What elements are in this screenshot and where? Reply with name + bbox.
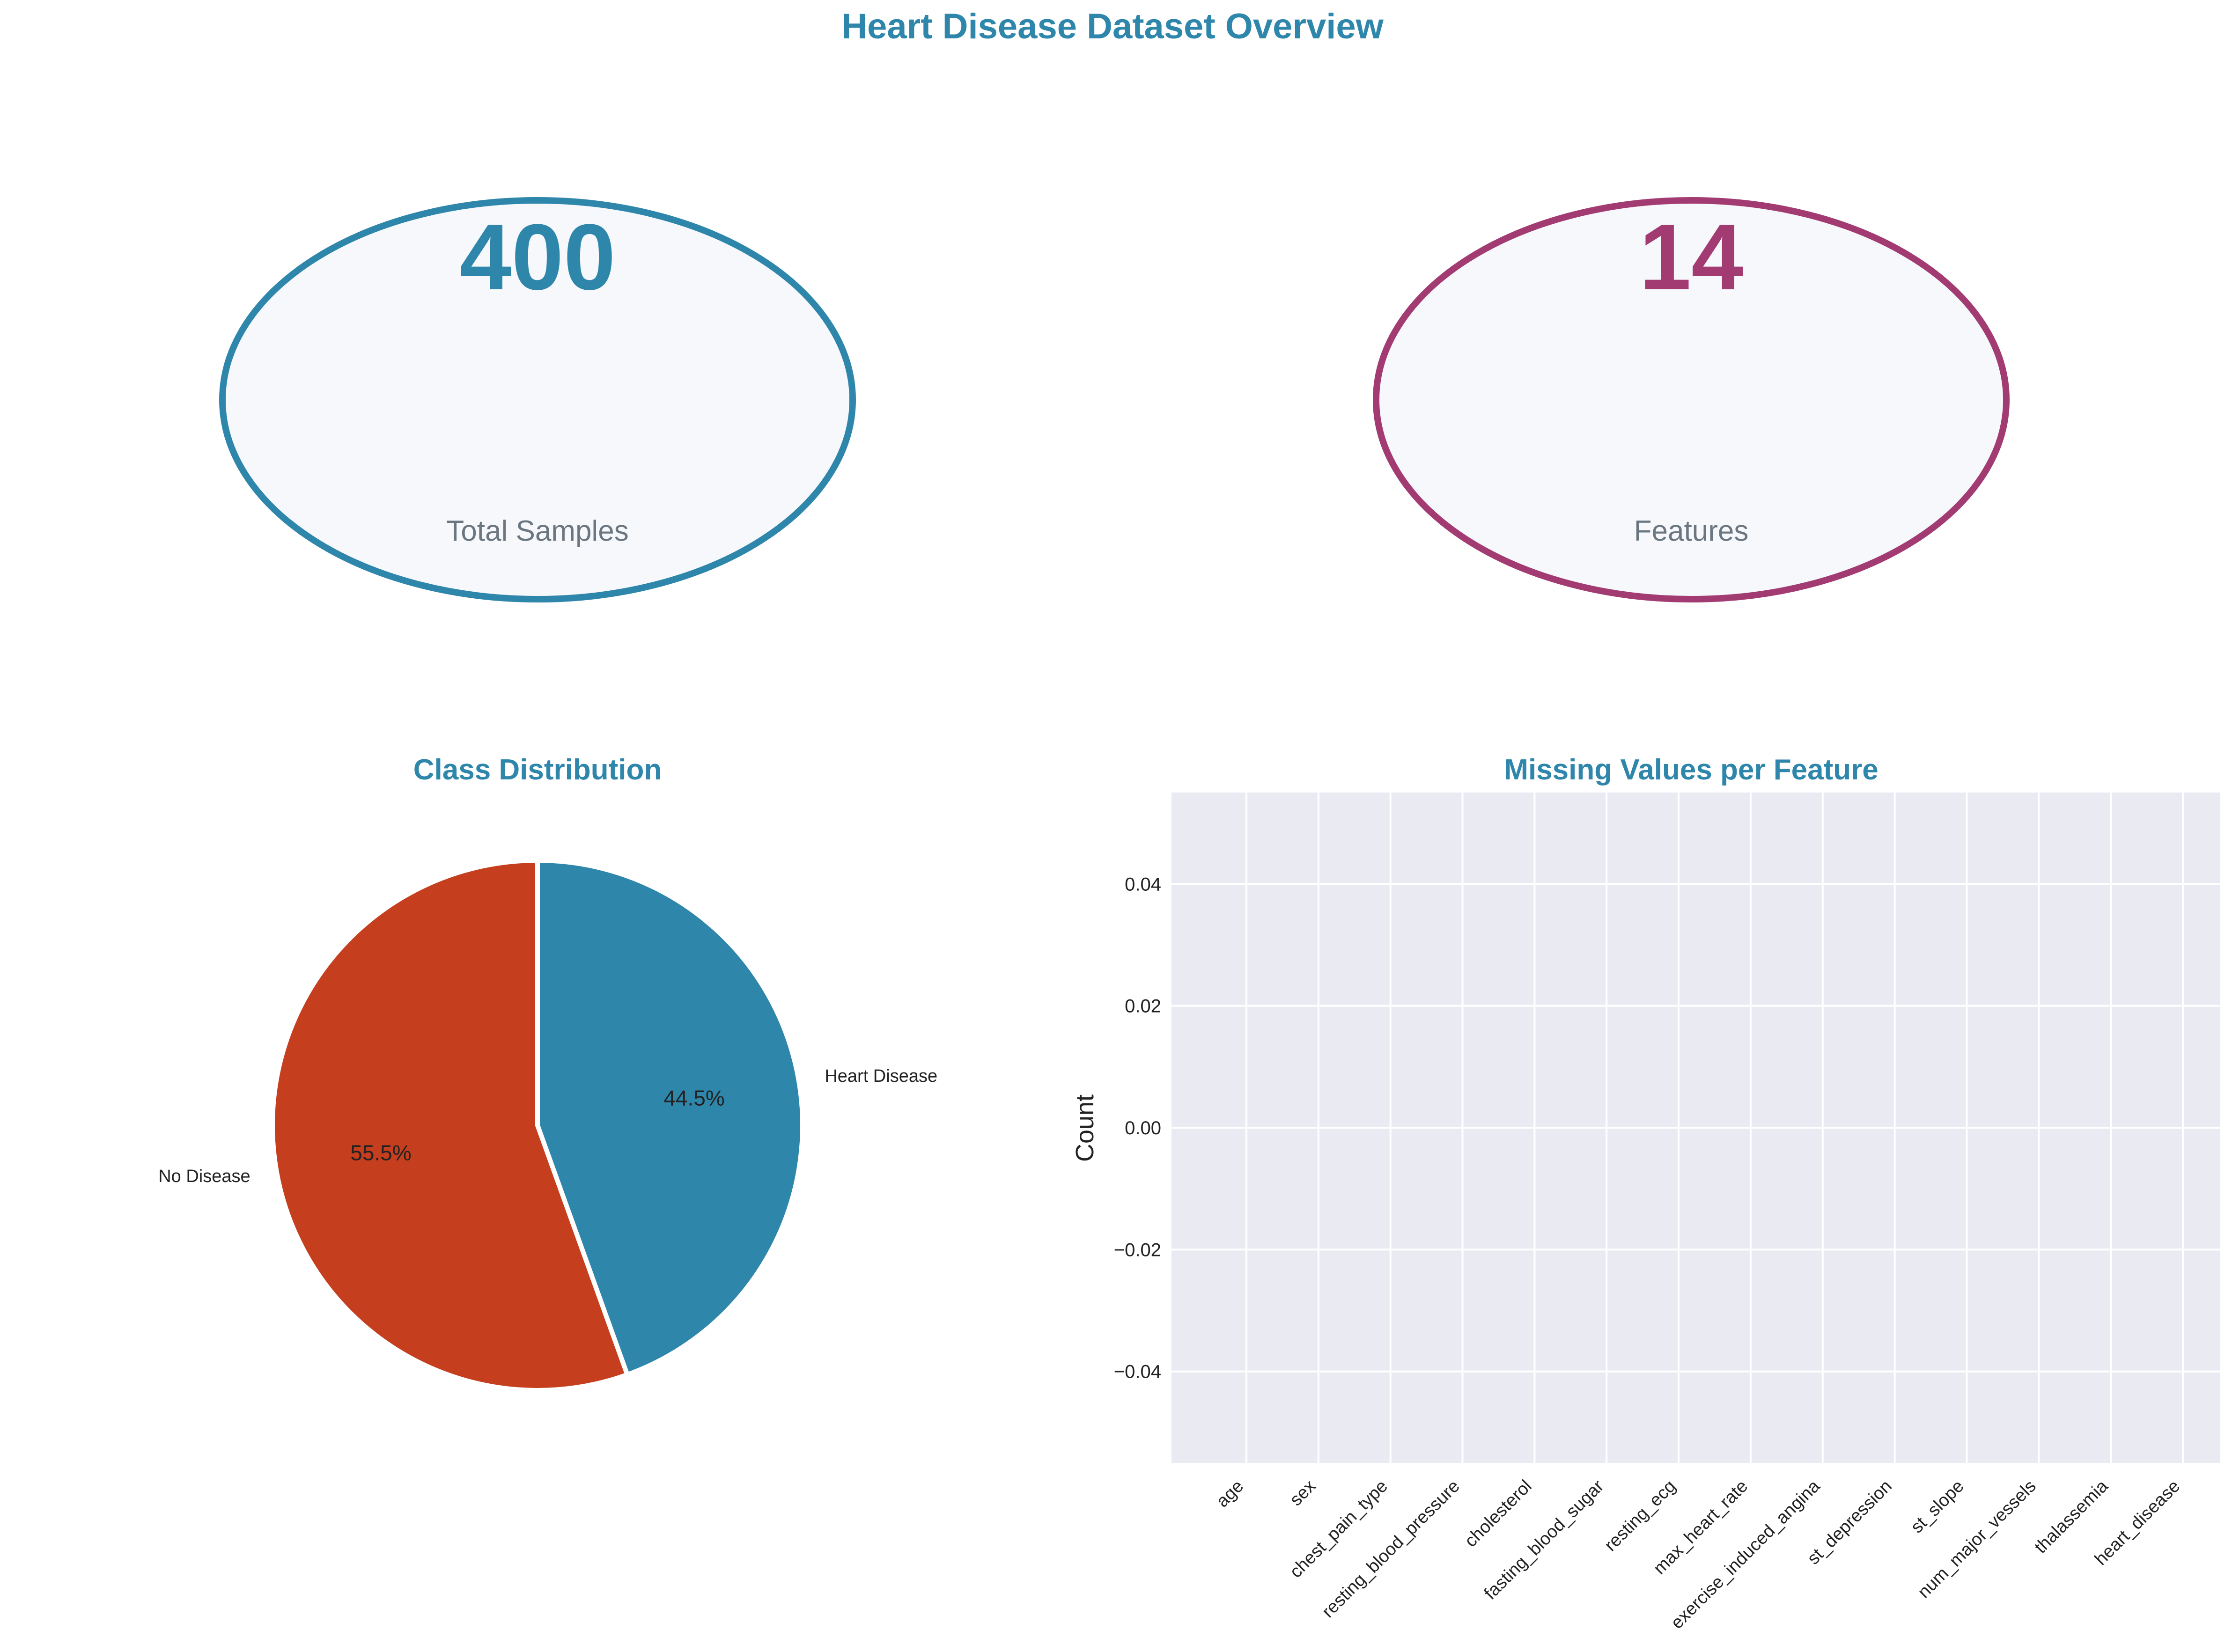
x-tick-label: resting_blood_pressure	[1318, 1476, 1464, 1622]
stat-card-samples: 400 Total Samples	[219, 197, 856, 602]
bar-title: Missing Values per Feature	[1504, 754, 1878, 786]
samples-card-ellipse	[219, 197, 856, 602]
y-axis-label: Count	[1071, 1094, 1099, 1162]
pie-chart: Class Distribution 44.5% Heart Disease 55.…	[158, 754, 937, 1393]
pie-pct-label: 44.5%	[663, 1086, 724, 1110]
features-label: Features	[1634, 515, 1749, 547]
pie-slice-heart-disease	[535, 858, 805, 1378]
features-value: 14	[1639, 205, 1743, 309]
x-tick-label: fasting_blood_sugar	[1481, 1476, 1608, 1603]
x-tick-label: cholesterol	[1461, 1476, 1536, 1551]
x-tick-label: sex	[1286, 1476, 1320, 1510]
x-tick-label: thalassemia	[2031, 1476, 2112, 1557]
pie-legend-label: Heart Disease	[825, 1066, 937, 1086]
y-tick-label: −0.04	[1114, 1362, 1161, 1382]
samples-value: 400	[459, 205, 616, 309]
x-tick-label: exercise_induced_angina	[1667, 1476, 1824, 1633]
features-card-ellipse	[1373, 197, 2010, 602]
x-tick-label: age	[1213, 1476, 1248, 1512]
figure-title: Heart Disease Dataset Overview	[841, 7, 1384, 46]
bar-chart: Missing Values per Feature Count 0.04 0.0…	[1071, 754, 2220, 1633]
x-tick-label: resting_ecg	[1601, 1476, 1680, 1556]
y-tick-label: 0.04	[1125, 874, 1161, 895]
samples-label: Total Samples	[446, 515, 628, 547]
y-tick-label: −0.02	[1114, 1240, 1161, 1260]
stat-card-features: 14 Features	[1373, 197, 2010, 602]
y-tick-label: 0.00	[1125, 1118, 1161, 1138]
y-tick-label: 0.02	[1125, 996, 1161, 1017]
pie-slice-no-disease	[270, 858, 631, 1393]
pie-pct-label: 55.5%	[350, 1140, 411, 1165]
x-tick-label: st_slope	[1907, 1476, 1968, 1537]
x-tick-label: num_major_vessels	[1914, 1476, 2040, 1602]
pie-title: Class Distribution	[413, 754, 662, 786]
pie-legend-label: No Disease	[158, 1167, 250, 1186]
